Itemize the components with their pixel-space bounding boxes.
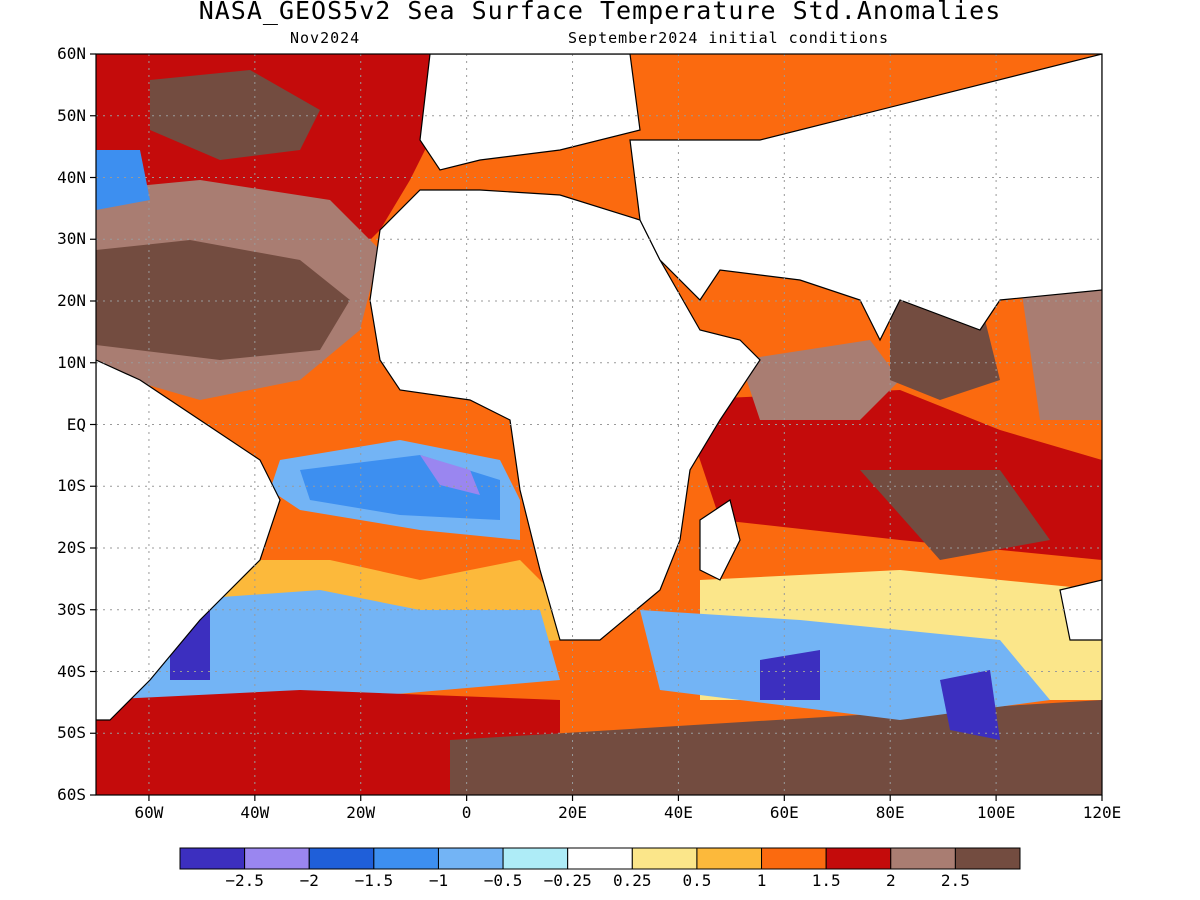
lat-label: 30S xyxy=(57,599,86,619)
colorbar-label: 1.5 xyxy=(811,871,841,890)
initial-conditions: September2024 initial conditions xyxy=(568,29,889,47)
colorbar-label: −2 xyxy=(299,871,319,890)
colorbar xyxy=(179,847,1021,870)
west-pacific-anom xyxy=(1020,280,1102,420)
axis-ticks xyxy=(90,53,1103,801)
colorbar-label: 2 xyxy=(885,871,896,890)
colorbar-swatch xyxy=(696,847,763,870)
lat-label: 20S xyxy=(57,538,86,557)
north-atlantic-strong xyxy=(150,70,320,160)
colorbar-swatch xyxy=(890,847,956,870)
lat-label: 40S xyxy=(57,661,86,681)
lat-label: 10S xyxy=(57,476,86,496)
colorbar-swatch xyxy=(308,847,375,870)
lat-label: 50S xyxy=(57,723,86,743)
lon-label: 120E xyxy=(1082,803,1122,822)
south-atlantic-cool xyxy=(96,590,560,720)
south-indian-coolest-a xyxy=(760,650,820,700)
colorbar-swatch xyxy=(244,847,310,870)
lon-label: 60E xyxy=(769,803,799,822)
europe-land xyxy=(419,54,641,171)
gulf-stream-cool xyxy=(96,150,150,210)
colorbar-label: 1 xyxy=(756,871,767,890)
southern-ocean-warm xyxy=(96,690,560,795)
colorbar-swatch xyxy=(179,847,246,870)
colorbar-swatch xyxy=(502,847,569,870)
colorbar-label: 0.25 xyxy=(613,871,652,890)
australia-land xyxy=(1059,579,1102,641)
forecast-month: Nov2024 xyxy=(290,29,361,47)
tropical-atlantic-strong xyxy=(96,240,350,360)
colorbar-swatch xyxy=(761,847,827,870)
lon-label: 60W xyxy=(134,803,164,822)
lat-label: 40N xyxy=(57,167,86,187)
colorbar-label: −2.5 xyxy=(225,871,264,890)
colorbar-label: 0.5 xyxy=(682,871,712,890)
arabian-sea-anom xyxy=(740,340,900,420)
madagascar-land xyxy=(699,499,741,581)
south-america-land xyxy=(96,359,281,721)
colorbar-swatch xyxy=(567,847,633,870)
lon-label: 0 xyxy=(461,803,472,822)
lat-label: 60S xyxy=(57,785,86,804)
south-indian-strong xyxy=(860,470,1050,560)
lon-label: 40W xyxy=(240,803,270,822)
asia-land xyxy=(629,54,1102,342)
lon-label: 40E xyxy=(663,803,693,822)
colorbar-label: −0.25 xyxy=(543,871,592,890)
lat-label: EQ xyxy=(66,414,86,434)
colorbar-label: −1 xyxy=(428,871,449,890)
lat-label: 10N xyxy=(57,352,86,372)
lat-label: 60N xyxy=(57,44,86,63)
lat-label: 30N xyxy=(57,229,86,249)
lon-label: 20W xyxy=(346,803,376,822)
lat-label: 50N xyxy=(57,105,86,125)
lat-label: 20N xyxy=(57,291,86,310)
colorbar-swatch xyxy=(437,847,504,870)
colorbar-swatch xyxy=(373,847,439,870)
south-indian-coolest-b xyxy=(940,670,1000,740)
lon-label: 100E xyxy=(976,803,1016,822)
map-title: NASA_GEOS5v2 Sea Surface Temperature Std… xyxy=(198,0,1002,25)
colorbar-swatch xyxy=(631,847,698,870)
colorbar-label: −0.5 xyxy=(483,871,523,890)
lon-label: 80E xyxy=(875,803,905,822)
colorbar-swatch xyxy=(825,847,892,870)
colorbar-swatch xyxy=(954,847,1021,870)
lon-label: 20E xyxy=(558,803,587,822)
africa-land xyxy=(369,189,761,641)
southern-ocean-strong xyxy=(450,700,1102,795)
grid-lines xyxy=(96,54,1102,795)
colorbar-label: −1.5 xyxy=(354,871,394,890)
anomaly-field xyxy=(96,54,1102,795)
eq-atlantic-coolest xyxy=(420,455,480,495)
colorbar-label: 2.5 xyxy=(940,871,970,890)
